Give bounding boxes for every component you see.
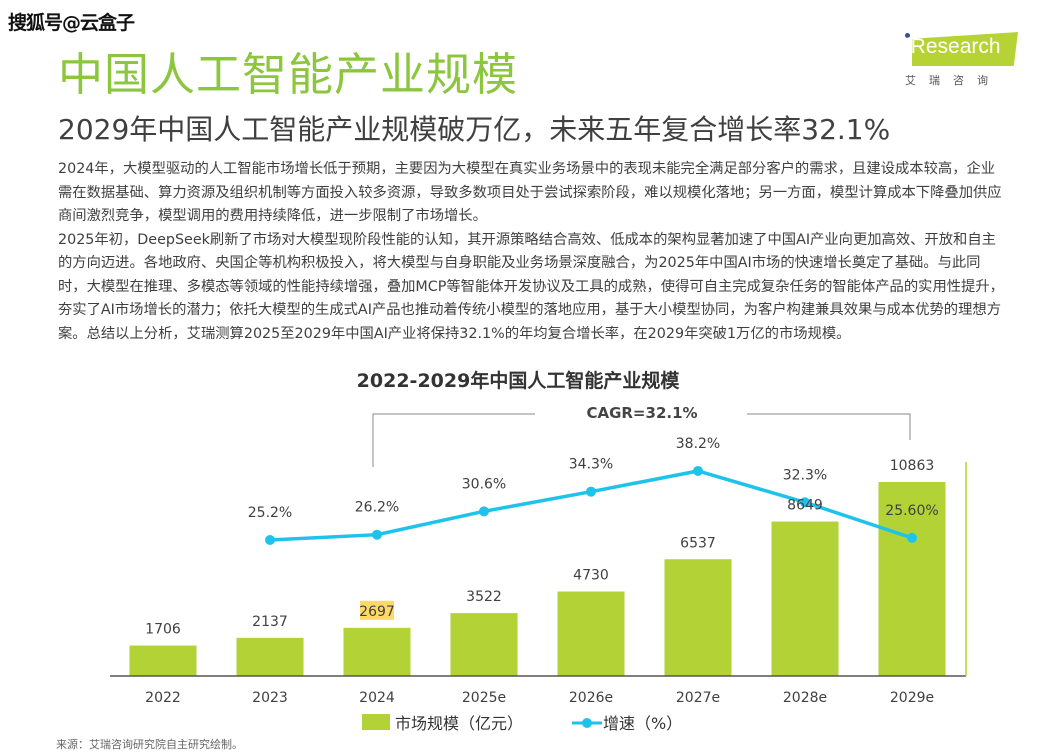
paragraph: 2024年，大模型驱动的人工智能市场增长低于预期，主要因为大模型在真实业务场景中… xyxy=(58,161,1002,224)
growth-point xyxy=(372,529,382,540)
body-text: 2024年，大模型驱动的人工智能市场增长低于预期，主要因为大模型在真实业务场景中… xyxy=(58,158,1008,346)
x-tick-label: 2027e xyxy=(676,690,720,706)
chart-title: 2022-2029年中国人工智能产业规模 xyxy=(357,369,681,392)
growth-point xyxy=(800,497,810,508)
bar-value-label: 6537 xyxy=(680,535,716,551)
bar-value-label: 10863 xyxy=(890,458,935,474)
growth-label: 32.3% xyxy=(783,467,827,483)
growth-point xyxy=(586,486,596,497)
legend-line-marker xyxy=(582,718,592,728)
bar-value-label: 2697 xyxy=(359,604,395,620)
growth-label: 25.2% xyxy=(248,505,292,521)
cagr-bracket-right xyxy=(747,413,911,440)
legend-line-label: 增速（%） xyxy=(603,714,682,733)
cagr-bracket-left xyxy=(372,413,535,467)
growth-label: 26.2% xyxy=(355,500,399,516)
page-subtitle: 2029年中国人工智能产业规模破万亿，未来五年复合增长率32.1% xyxy=(58,113,891,146)
cagr-label: CAGR=32.1% xyxy=(586,404,697,422)
x-tick-label: 2026e xyxy=(569,690,613,706)
x-tick-label: 2022 xyxy=(145,690,181,706)
growth-point xyxy=(265,535,275,545)
watermark: 搜狐号@云盒子 xyxy=(8,12,135,34)
growth-label: 25.60% xyxy=(885,503,938,519)
bar xyxy=(878,482,946,676)
growth-point xyxy=(693,465,703,476)
x-tick-label: 2029e xyxy=(890,690,934,706)
paragraph: 2025年初，DeepSeek刷新了市场对大模型现阶段性能的认知，其开源策略结合… xyxy=(58,231,1004,342)
iresearch-logo: iResearch 艾瑞咨询 xyxy=(900,30,1020,90)
growth-point xyxy=(479,506,489,517)
logo-background xyxy=(912,32,1018,66)
bar xyxy=(557,591,625,676)
bar xyxy=(129,645,197,676)
bar-value-label: 4730 xyxy=(573,568,609,584)
bar-value-label: 2137 xyxy=(252,614,288,630)
x-tick-label: 2025e xyxy=(462,690,506,706)
bar xyxy=(664,559,732,676)
bar xyxy=(450,613,518,676)
bar xyxy=(771,521,839,676)
bar-value-label: 8649 xyxy=(787,498,823,514)
x-tick-label: 2028e xyxy=(783,690,827,706)
page-title: 中国人工智能产业规模 xyxy=(58,48,519,101)
legend-bar-label: 市场规模（亿元） xyxy=(395,714,523,733)
bar-value-label: 1706 xyxy=(145,622,181,638)
growth-point xyxy=(907,532,917,543)
growth-label: 34.3% xyxy=(569,457,613,473)
logo-cn: 艾瑞咨询 xyxy=(905,74,1001,87)
source-note: 来源：艾瑞咨询研究院自主研究绘制。 xyxy=(56,738,243,751)
bar xyxy=(236,637,304,676)
bar-value-label: 3522 xyxy=(466,589,502,605)
bar-label-highlight xyxy=(360,600,394,620)
logo-dot xyxy=(905,33,910,38)
growth-label: 30.6% xyxy=(462,476,506,492)
bar xyxy=(343,627,411,676)
x-tick-label: 2023 xyxy=(252,690,288,706)
logo-text: iResearch xyxy=(906,35,1001,58)
legend-bar-swatch xyxy=(362,714,390,730)
x-tick-label: 2024 xyxy=(359,690,395,706)
growth-label: 38.2% xyxy=(676,436,720,452)
